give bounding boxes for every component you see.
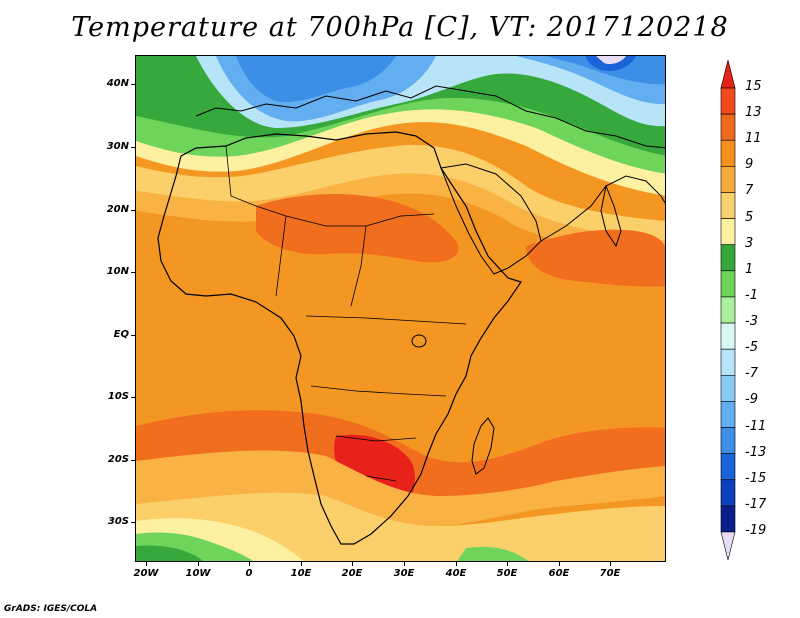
arabia-outline (440, 163, 542, 275)
colorbar-label: -9 (745, 392, 758, 408)
colorbar-label: -11 (745, 418, 767, 434)
lat-tick (131, 522, 135, 523)
lat-label: EQ (113, 329, 129, 340)
colorbar-label: 7 (745, 183, 754, 199)
colorbar-band (720, 427, 736, 454)
colorbar-label: 1 (745, 261, 754, 277)
colorbar-band (720, 139, 736, 167)
field-green-southwest (136, 545, 204, 561)
lat-tick (131, 210, 135, 211)
colorbar-band (720, 479, 736, 507)
lon-label: 40E (445, 568, 467, 579)
colorbar-band (720, 322, 736, 350)
madagascar-outline (471, 417, 495, 475)
lon-tick (249, 562, 250, 566)
india-peninsula (600, 184, 622, 248)
colorbar-band (720, 113, 736, 141)
lat-label: 10N (106, 266, 129, 277)
colorbar-band (720, 453, 736, 481)
field-lavender-asia (596, 56, 626, 65)
colorbar-label: 15 (745, 79, 762, 94)
colorbar-bottom-arrow (720, 531, 736, 560)
chart-title: Temperature at 700hPa [C], VT: 201712021… (71, 12, 729, 43)
lat-tick (131, 460, 135, 461)
colorbar (720, 60, 736, 560)
lon-tick (610, 562, 611, 566)
colorbar-label: 3 (745, 235, 754, 251)
colorbar-band (720, 218, 736, 246)
lon-tick (198, 562, 199, 566)
lon-tick (352, 562, 353, 566)
lat-tick (131, 335, 135, 336)
colorbar-top-arrow (720, 60, 736, 89)
lat-label: 40N (106, 78, 129, 89)
colorbar-band (720, 401, 736, 428)
colorbar-band (720, 270, 736, 298)
lon-label: 10E (290, 568, 312, 579)
lon-tick (301, 562, 302, 566)
lat-tick (131, 272, 135, 273)
credit-text: GrADS: IGES/COLA (4, 604, 98, 614)
lake-victoria (411, 334, 427, 348)
lon-label: 70E (599, 568, 621, 579)
colorbar-band (720, 374, 736, 402)
field-lightgreen-south (457, 546, 529, 561)
lon-tick (507, 562, 508, 566)
temperature-map (135, 55, 666, 562)
colorbar-band (720, 192, 736, 219)
colorbar-band (720, 505, 736, 533)
colorbar-label: -13 (745, 444, 767, 460)
lon-label: 30E (393, 568, 415, 579)
colorbar-label: -7 (745, 366, 758, 382)
colorbar-band (720, 244, 736, 272)
colorbar-band (720, 348, 736, 376)
lon-label: 20E (341, 568, 363, 579)
lat-label: 20N (106, 204, 129, 215)
colorbar-label: 13 (745, 105, 762, 121)
colorbar-band (720, 166, 736, 193)
lat-tick (131, 147, 135, 148)
colorbar-label: -1 (745, 287, 758, 303)
lon-label: 50E (496, 568, 518, 579)
colorbar-label: 9 (745, 157, 754, 173)
india-coastline (540, 175, 665, 242)
colorbar-label: -17 (745, 496, 767, 512)
lat-tick (131, 397, 135, 398)
field-hot-arabian-sea (526, 229, 665, 287)
lon-label: 10W (185, 568, 211, 579)
field-mild-south (136, 450, 665, 526)
lon-tick (146, 562, 147, 566)
lon-tick (559, 562, 560, 566)
colorbar-label: 11 (745, 131, 762, 147)
lon-tick (456, 562, 457, 566)
africa-outline (157, 131, 522, 545)
colorbar-band (720, 87, 736, 115)
colorbar-label: -19 (745, 523, 767, 538)
colorbar-label: -3 (745, 314, 758, 330)
lat-tick (131, 84, 135, 85)
field-deepblue-europe (236, 56, 396, 103)
lat-label: 10S (107, 391, 129, 402)
country-borders (225, 145, 467, 482)
colorbar-label: 5 (745, 209, 754, 225)
lon-tick (404, 562, 405, 566)
eurasia-coastline (195, 85, 665, 149)
lat-label: 30S (107, 516, 129, 527)
colorbar-label: -5 (745, 340, 758, 356)
colorbar-band (720, 296, 736, 324)
lat-label: 20S (107, 454, 129, 465)
map-canvas (136, 56, 665, 561)
lon-label: 20W (133, 568, 159, 579)
lon-label: 60E (548, 568, 570, 579)
lat-label: 30N (106, 141, 129, 152)
lon-label: 0 (245, 568, 253, 579)
field-hot-sahel (256, 194, 459, 263)
colorbar-label: -15 (745, 470, 767, 486)
